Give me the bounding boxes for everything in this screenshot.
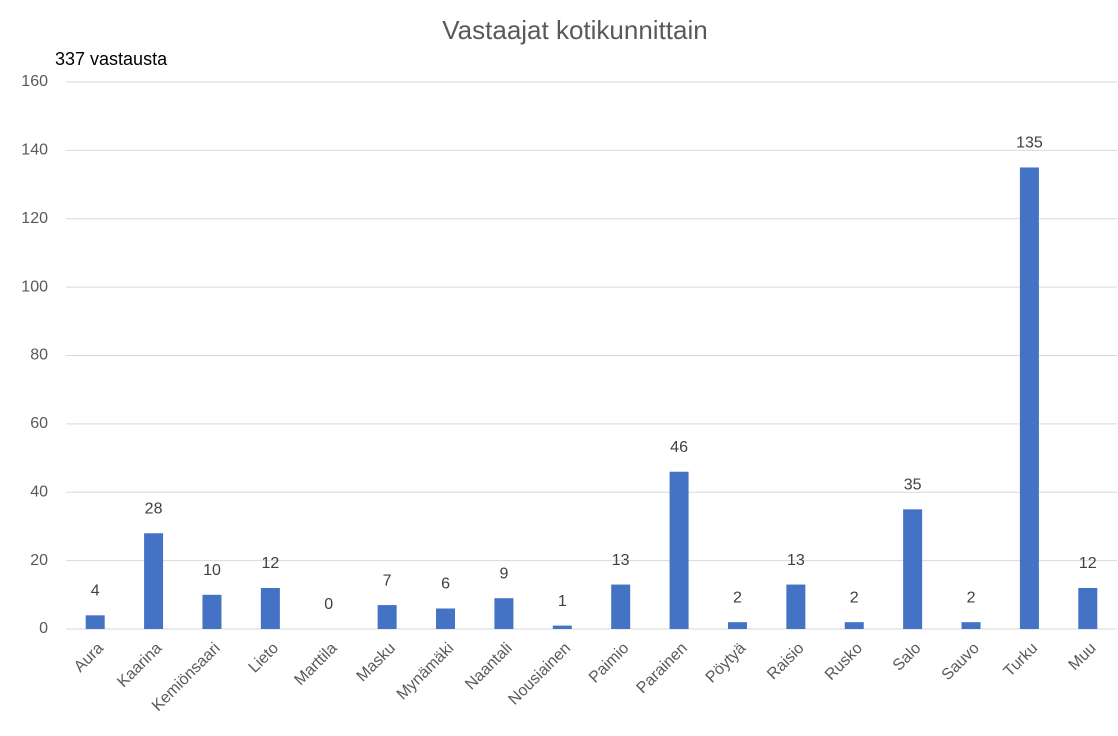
data-label: 2 — [967, 589, 976, 606]
data-label: 13 — [787, 552, 805, 569]
x-tick-label: Naantali — [462, 640, 516, 694]
chart-title: Vastaajat kotikunnittain — [442, 15, 707, 45]
data-label: 35 — [904, 477, 922, 494]
data-label: 7 — [383, 572, 392, 589]
data-label: 13 — [612, 552, 630, 569]
bar — [844, 622, 864, 629]
y-tick-label: 60 — [30, 415, 48, 432]
y-tick-label: 20 — [30, 552, 48, 569]
bar — [377, 605, 397, 629]
bar — [85, 615, 105, 629]
bar — [669, 471, 689, 629]
bar — [961, 622, 981, 629]
bar — [727, 622, 747, 629]
bar — [903, 509, 923, 629]
data-label: 4 — [91, 583, 100, 600]
y-tick-label: 80 — [30, 347, 48, 364]
x-tick-label: Lieto — [246, 640, 283, 677]
bar — [144, 533, 164, 629]
bar — [260, 587, 280, 629]
bar — [1019, 167, 1039, 629]
y-tick-label: 140 — [21, 142, 48, 159]
chart-subtitle: 337 vastausta — [55, 49, 168, 69]
x-tick-label: Kaarina — [114, 640, 165, 691]
x-tick-label: Aura — [71, 640, 107, 676]
bar — [1078, 587, 1098, 629]
data-label: 6 — [441, 576, 450, 593]
bar — [786, 584, 806, 629]
x-tick-label: Raisio — [764, 640, 808, 684]
x-tick-label: Salo — [890, 640, 925, 675]
data-label: 2 — [733, 589, 742, 606]
data-label: 28 — [145, 500, 163, 517]
bar — [552, 625, 572, 629]
x-tick-label: Nousiainen — [505, 640, 574, 709]
data-label: 46 — [670, 439, 688, 456]
bar — [494, 598, 514, 629]
x-tick-label: Sauvo — [939, 640, 983, 684]
bar — [202, 594, 222, 629]
x-tick-label: Masku — [354, 640, 399, 685]
x-tick-label: Parainen — [634, 640, 691, 697]
data-label: 135 — [1016, 135, 1043, 152]
x-tick-label: Muu — [1066, 640, 1100, 674]
data-label: 10 — [203, 562, 221, 579]
data-label: 9 — [499, 565, 508, 582]
data-label: 12 — [261, 555, 279, 572]
y-tick-label: 160 — [21, 73, 48, 90]
y-tick-label: 100 — [21, 278, 48, 295]
x-tick-label: Paimio — [586, 640, 633, 687]
x-tick-label: Rusko — [822, 640, 866, 684]
data-label: 0 — [324, 596, 333, 613]
data-label: 12 — [1079, 555, 1097, 572]
data-label: 1 — [558, 593, 567, 610]
x-tick-label: Marttila — [291, 640, 340, 689]
x-tick-label: Pöytyä — [703, 640, 750, 687]
y-tick-label: 40 — [30, 483, 48, 500]
y-tick-label: 0 — [39, 620, 48, 637]
bar — [436, 608, 456, 629]
x-tick-label: Mynämäki — [394, 640, 458, 704]
bar — [611, 584, 631, 629]
x-tick-label: Turku — [1001, 640, 1042, 681]
y-tick-label: 120 — [21, 210, 48, 227]
data-label: 2 — [850, 589, 859, 606]
